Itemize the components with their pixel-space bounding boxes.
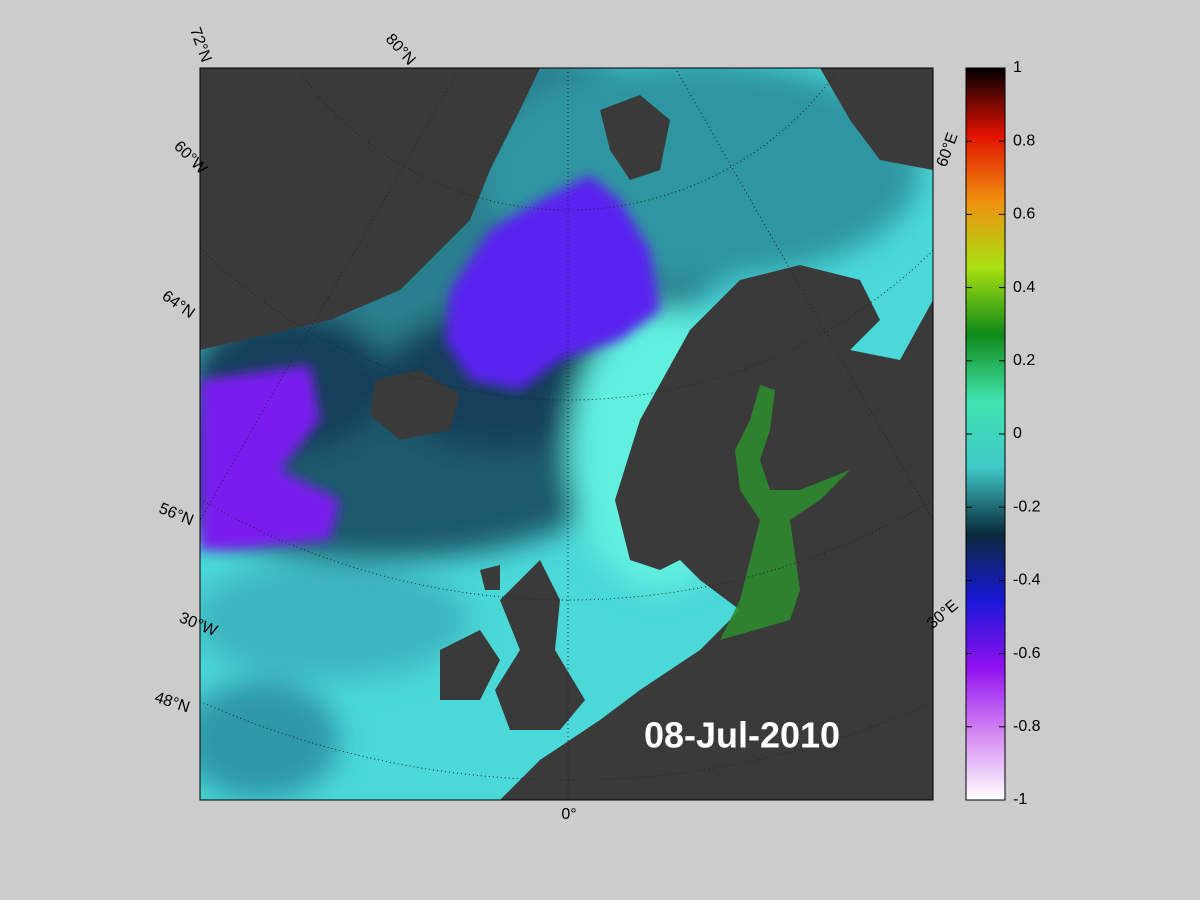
colorbar-tick-label: -1 xyxy=(1013,791,1027,808)
anomaly-blobs xyxy=(200,175,660,550)
land xyxy=(200,68,933,800)
map-frame xyxy=(199,67,934,801)
colorbar-tick-label: -0.4 xyxy=(1013,572,1041,589)
colorbar-tick-label: 0.6 xyxy=(1013,206,1035,223)
date-label: 08-Jul-2010 xyxy=(644,715,840,756)
colorbar-tick-label: 0.8 xyxy=(1013,132,1035,149)
graticule xyxy=(200,68,933,800)
colorbar-tick-label: 0 xyxy=(1013,425,1022,442)
colorbar-tick-label: 0.2 xyxy=(1013,352,1035,369)
colorbar-tick-label: -0.6 xyxy=(1013,645,1041,662)
colorbar-tick-label: 0.4 xyxy=(1013,279,1035,296)
colorbar-tick-label: -0.2 xyxy=(1013,498,1041,515)
map-area xyxy=(200,68,933,800)
colorbar-tick-label: -0.8 xyxy=(1013,718,1041,735)
graticule-label: 0° xyxy=(561,806,576,823)
colorbar-tick-label: 1 xyxy=(1013,59,1022,76)
